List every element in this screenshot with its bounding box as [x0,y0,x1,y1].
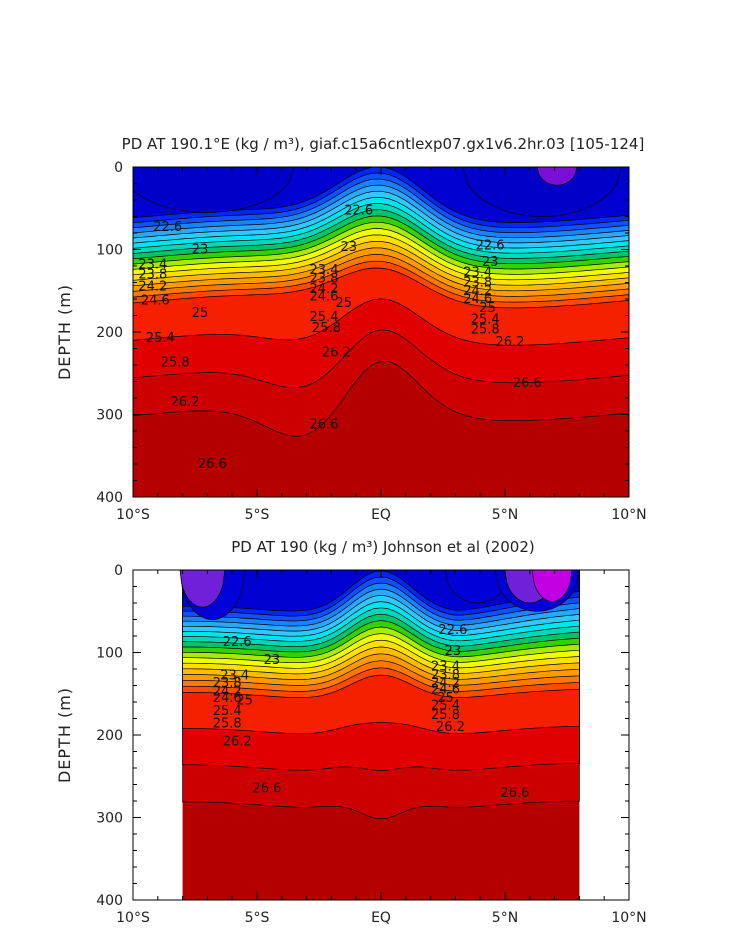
y-tick-label: 400 [96,490,123,506]
panel-johnson-axes: 10°S 5°S EQ 5°N 10°N 0 100 200 300 400 [96,563,646,926]
contour-band [133,167,295,213]
contour-label: 26.6 [198,457,227,472]
contour-label: 23.8 [138,267,167,282]
panel-johnson: PD AT 190 (kg / m³) Johnson et al (2002)… [55,538,647,926]
contour-label: 24.2 [431,676,460,691]
contour-label: 25 [336,296,353,311]
contour-label: 24.2 [213,684,242,699]
y-tick-label: 200 [96,728,123,744]
y-tick-label: 0 [114,160,123,176]
contour-label: 25.4 [146,331,175,346]
contour-label: 23.8 [431,668,460,683]
x-tick-label: 5°S [245,910,270,926]
contour-label: 25.8 [161,356,190,371]
x-tick-label: 5°S [245,507,270,523]
y-tick-label: 100 [96,646,123,662]
contour-label: 22.6 [223,635,252,650]
contour-label: 26.6 [513,376,542,391]
x-tick-label: 10°S [116,910,150,926]
contour-label: 25.8 [431,708,460,723]
y-tick-label: 300 [96,408,123,424]
contour-label: 26.6 [500,786,529,801]
x-tick-label: 10°N [611,507,646,523]
contour-label: 23.4 [431,660,460,675]
contour-label: 25.8 [471,323,500,338]
contour-label: 26.2 [171,395,200,410]
contour-label: 24.2 [138,280,167,295]
contour-label: 22.6 [344,204,373,219]
contour-label: 23 [482,255,499,270]
y-tick-label: 300 [96,811,123,827]
contour-label: 25.8 [312,321,341,336]
contour-label: 24.6 [431,683,460,698]
contour-label: 24.6 [463,292,492,307]
contour-label: 24.6 [310,290,339,305]
contour-label: 26.2 [223,735,252,750]
contour-label: 22.6 [438,623,467,638]
panel-johnson-title: PD AT 190 (kg / m³) Johnson et al (2002) [231,538,534,556]
contour-label: 22.6 [476,238,505,253]
contour-label: 23.4 [310,263,339,278]
x-tick-label: EQ [371,507,391,523]
contour-label: 25.4 [213,704,242,719]
contour-label: 23 [192,243,209,258]
contour-label: 23.8 [463,276,492,291]
contour-band [536,167,578,186]
panel-model-axes: 10°S 5°S EQ 5°N 10°N 0 100 200 300 400 [96,160,646,523]
contour-label: 26.2 [322,346,351,361]
contour-label: 23.8 [213,676,242,691]
contour-label: 25.8 [213,717,242,732]
contour-label: 23.8 [310,271,339,286]
panel-model-contours [133,167,629,497]
x-tick-label: EQ [371,910,391,926]
contour-band [445,570,511,604]
y-tick-label: 100 [96,243,123,259]
panel-johnson-contours [179,570,580,900]
contour-label: 23 [264,653,281,668]
contour-band [179,570,226,608]
contour-label: 25 [437,691,454,706]
contour-label: 25 [479,301,496,316]
x-tick-label: 10°S [116,507,150,523]
contour-label: 25 [192,306,209,321]
panel-model: PD AT 190.1°E (kg / m³), giaf.c15a6cntle… [55,135,647,523]
contour-band [462,167,622,217]
x-tick-label: 10°N [611,910,646,926]
contour-label: 23.4 [463,266,492,281]
contour-label: 24.6 [213,691,242,706]
x-tick-label: 5°N [492,910,518,926]
contour-label: 25 [236,693,253,708]
panel-johnson-ylabel: DEPTH (m) [55,687,74,783]
x-tick-label: 5°N [492,507,518,523]
panel-model-ylabel: DEPTH (m) [55,284,74,380]
contour-label: 24.2 [310,282,339,297]
contour-label: 26.2 [436,720,465,735]
panel-johnson-contour-labels: 22.622.6232323.423.423.823.824.224.224.6… [213,623,530,801]
y-tick-label: 400 [96,893,123,909]
contour-band [531,570,573,602]
contour-label: 22.6 [153,220,182,235]
contour-label: 23.4 [138,257,167,272]
contour-label: 23.4 [220,669,249,684]
contour-label: 25.4 [471,313,500,328]
contour-label: 25.4 [431,698,460,713]
contour-label: 25.4 [310,310,339,325]
contour-label: 24.2 [463,284,492,299]
contour-label: 23 [445,644,462,659]
panel-model-title: PD AT 190.1°E (kg / m³), giaf.c15a6cntle… [122,135,645,153]
contour-label: 26.6 [252,782,281,797]
contour-label: 26.2 [496,335,525,350]
y-tick-label: 200 [96,325,123,341]
contour-label: 24.6 [141,294,170,309]
contour-label: 23 [341,240,358,255]
contour-label: 26.6 [310,417,339,432]
y-tick-label: 0 [114,563,123,579]
